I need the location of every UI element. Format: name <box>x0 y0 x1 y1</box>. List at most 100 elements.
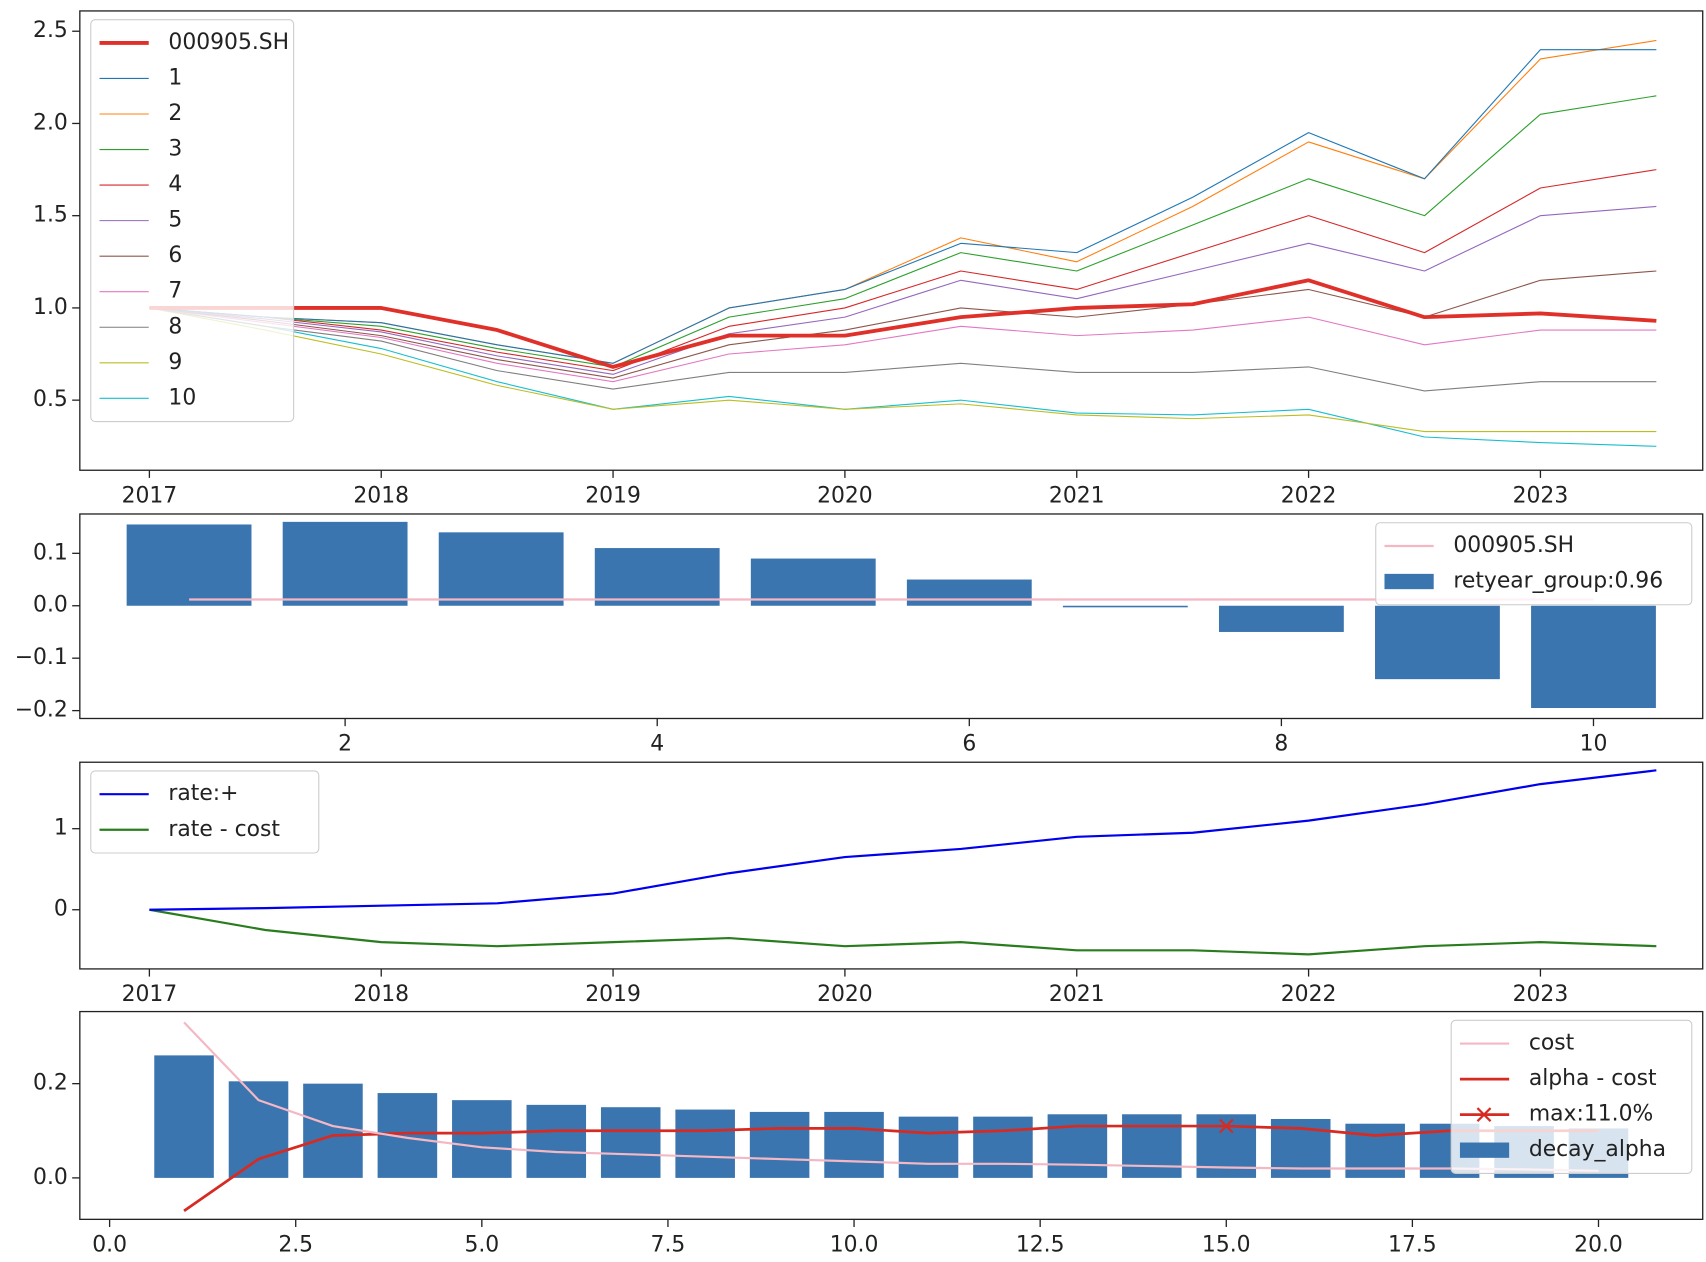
plot-area <box>154 1021 1629 1212</box>
bar <box>675 1109 735 1178</box>
legend-label: 9 <box>168 350 182 375</box>
x-tick-label: 7.5 <box>651 1233 686 1258</box>
legend-label: 5 <box>168 208 182 233</box>
line-series <box>149 307 1657 433</box>
axes-frame <box>79 761 1704 970</box>
x-tick-label: 17.5 <box>1388 1233 1437 1258</box>
bar <box>1345 1123 1405 1178</box>
line-series <box>149 769 1657 911</box>
y-tick-label: 2.0 <box>33 110 68 135</box>
y-tick-label: 0.0 <box>33 1165 68 1190</box>
x-tick-label: 2023 <box>1513 982 1569 1007</box>
x-tick-label: 2.5 <box>278 1233 313 1258</box>
legend-label: 1 <box>168 65 182 90</box>
legend-label: rate:+ <box>168 781 238 806</box>
y-tick-label: 1.0 <box>33 295 68 320</box>
x-tick-label: 0.0 <box>92 1233 127 1258</box>
bar <box>906 579 1032 606</box>
legend-label: max:11.0% <box>1529 1102 1653 1127</box>
legend-label: retyear_group:0.96 <box>1453 569 1663 594</box>
bar <box>594 548 720 606</box>
legend-label: rate - cost <box>168 817 280 842</box>
y-tick-label: 0.1 <box>33 540 68 565</box>
legend-label: decay_alpha <box>1529 1137 1666 1162</box>
legend-label: 10 <box>168 385 196 410</box>
line-series <box>149 307 1657 447</box>
y-tick-label: 2.5 <box>33 18 68 43</box>
x-tick-label: 2018 <box>353 982 409 1007</box>
bar <box>526 1104 587 1178</box>
bar <box>126 524 252 606</box>
x-tick-label: 2019 <box>585 982 641 1007</box>
bar <box>438 532 564 606</box>
legend-label: 000905.SH <box>1453 533 1574 558</box>
legend-swatch <box>1384 573 1434 590</box>
legend-label: cost <box>1529 1031 1575 1056</box>
legend-label: 7 <box>168 279 182 304</box>
x-tick-label: 2017 <box>122 982 178 1007</box>
x-tick-label: 2017 <box>122 483 178 508</box>
legend-label: 3 <box>168 137 182 162</box>
bar <box>898 1116 959 1178</box>
legend-box <box>1375 522 1693 606</box>
y-tick-label: 0.5 <box>33 387 68 412</box>
y-tick-label: 0.0 <box>33 593 68 618</box>
y-tick-label: −0.1 <box>15 645 68 670</box>
bar <box>600 1107 661 1178</box>
bar <box>1062 605 1188 608</box>
x-tick-label: 5.0 <box>464 1233 499 1258</box>
y-tick-label: −0.2 <box>15 698 68 723</box>
y-tick-label: 1.5 <box>33 203 68 228</box>
bar <box>1375 605 1500 680</box>
x-tick-label: 2022 <box>1281 483 1337 508</box>
line-series <box>149 95 1657 368</box>
plot-area <box>126 521 1656 708</box>
x-tick-label: 2020 <box>817 982 873 1007</box>
x-tick-label: 2 <box>338 732 352 757</box>
x-tick-label: 12.5 <box>1016 1233 1065 1258</box>
bar <box>749 1111 810 1178</box>
line-series <box>149 205 1657 375</box>
axes-frame <box>79 513 1704 720</box>
x-tick-label: 4 <box>650 732 664 757</box>
x-tick-label: 20.0 <box>1574 1233 1623 1258</box>
y-tick-label: 1 <box>54 816 68 841</box>
x-tick-label: 2020 <box>817 483 873 508</box>
bar <box>973 1116 1033 1178</box>
line-series <box>149 307 1657 383</box>
y-tick-label: 0.2 <box>33 1071 68 1096</box>
bar <box>1122 1114 1182 1178</box>
bar <box>228 1081 289 1178</box>
bar <box>750 558 876 606</box>
legend-box <box>90 770 320 854</box>
bar <box>452 1100 512 1178</box>
line-series <box>149 278 1657 369</box>
x-tick-label: 8 <box>1274 732 1288 757</box>
y-tick-label: 0 <box>54 897 68 922</box>
legend-label: 6 <box>168 243 182 268</box>
bar <box>303 1083 363 1178</box>
axes-frame <box>79 1010 1704 1221</box>
line-series <box>149 307 1657 392</box>
x-tick-label: 2023 <box>1513 483 1569 508</box>
bar <box>1531 605 1656 708</box>
legend-box <box>90 19 295 423</box>
x-tick-label: 10.0 <box>830 1233 879 1258</box>
x-tick-label: 2022 <box>1281 982 1337 1007</box>
bar <box>824 1111 884 1178</box>
line-series <box>183 1021 1599 1172</box>
x-tick-label: 6 <box>962 732 976 757</box>
legend-swatch <box>1459 1142 1510 1158</box>
x-tick-label: 2019 <box>585 483 641 508</box>
bar <box>282 521 408 606</box>
line-series <box>183 1124 1599 1212</box>
axes-frame <box>79 10 1704 471</box>
x-tick-label: 2021 <box>1049 483 1105 508</box>
x-tick-label: 15.0 <box>1202 1233 1251 1258</box>
bar <box>154 1055 214 1178</box>
x-tick-label: 2021 <box>1049 982 1105 1007</box>
line-series <box>149 908 1657 956</box>
legend-box <box>1450 1019 1693 1174</box>
line-series <box>149 169 1657 372</box>
